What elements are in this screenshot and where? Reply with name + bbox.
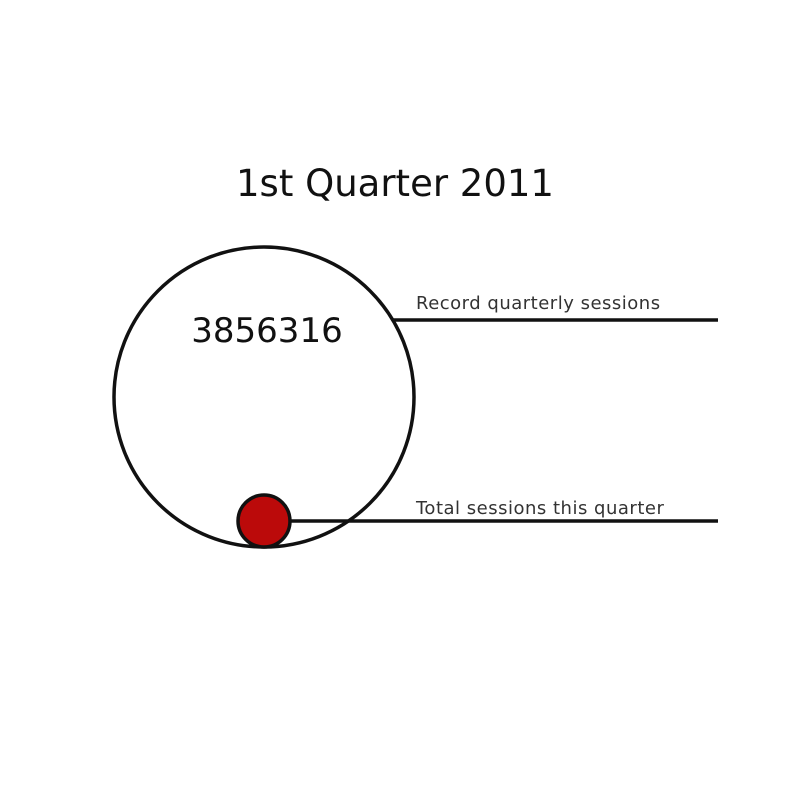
record-sessions-value: 3856316 — [191, 311, 342, 351]
chart-title: 1st Quarter 2011 — [236, 162, 554, 205]
current-sessions-circle — [236, 493, 292, 549]
current-sessions-label: Total sessions this quarter — [415, 498, 664, 519]
record-sessions-label: Record quarterly sessions — [416, 293, 661, 314]
